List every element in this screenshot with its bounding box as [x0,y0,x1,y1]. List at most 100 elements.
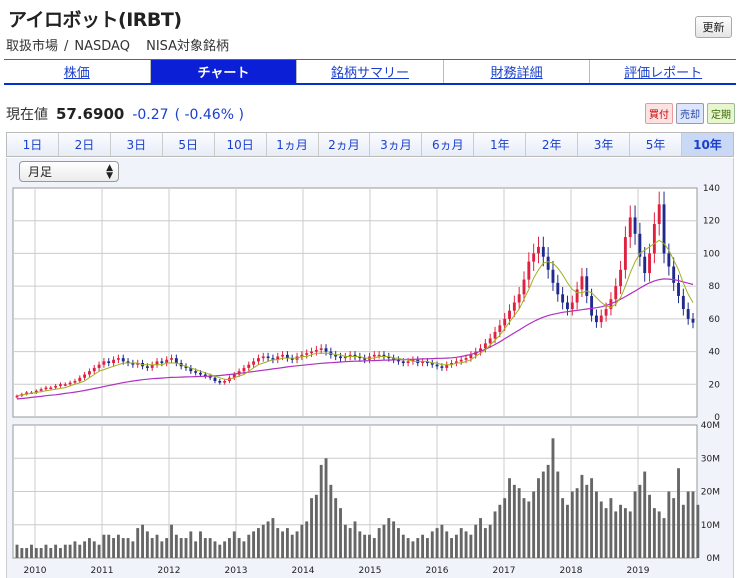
candle-body [184,366,188,368]
period-button-8[interactable]: 6ヵ月 [421,133,474,156]
volume-tick-label: 40M [701,421,720,431]
price-tick-label: 60 [709,315,721,325]
x-tick-label: 2018 [560,566,583,576]
period-button-3[interactable]: 5日 [161,133,214,156]
refresh-button[interactable]: 更新 [695,16,732,38]
volume-tick-label: 0M [707,554,721,564]
volume-bar [585,484,589,558]
candle-body [643,256,647,274]
market-label: 取扱市場 [6,39,59,54]
candle-body [112,359,116,364]
period-button-0[interactable]: 1日 [7,133,58,156]
volume-bar [228,538,231,558]
candle-body [54,385,58,388]
x-tick-label: 2014 [292,566,315,576]
candle-body [189,367,193,372]
moving-average-long [16,278,694,400]
buy-button[interactable]: 買付 [645,103,673,124]
volume-bar [102,534,106,558]
candle-body [440,366,444,368]
tab-3[interactable]: 財務詳細 [442,60,590,83]
candle-body [628,217,632,238]
candle-body [585,276,589,296]
candle-body [662,204,666,254]
volume-bar [469,534,473,558]
volume-bar [681,504,685,558]
candle-body [459,359,463,362]
recurring-button[interactable]: 定期 [707,103,735,124]
candle-body [397,359,400,362]
volume-bar [237,538,241,558]
candle-body [353,354,357,357]
volume-bar [285,528,289,558]
volume-bar [232,531,236,558]
volume-bar [454,534,458,558]
candle-body [170,358,173,360]
volume-bar [343,524,347,558]
candle-body [648,253,651,274]
volume-bar [652,508,656,558]
period-button-2[interactable]: 3日 [109,133,162,156]
volume-bar [445,531,449,558]
candle-body [677,282,680,296]
volume-bar [517,488,521,558]
volume-bar [112,538,116,558]
period-button-11[interactable]: 3年 [577,133,630,156]
interval-select[interactable]: 月足 ▲ ▼ [19,161,119,182]
candle-body [285,354,289,359]
select-arrows-icon: ▲ ▼ [106,163,113,181]
volume-bar [546,464,550,558]
candle-body [464,358,468,360]
candle-body [324,348,328,352]
sell-button[interactable]: 売却 [676,103,704,124]
volume-bar [474,524,478,558]
candle-body [223,381,227,383]
candle-body [339,356,342,359]
volume-bar [281,531,285,558]
volume-bar [512,484,516,558]
candle-body [435,364,439,367]
candle-body [131,363,135,365]
volume-bar [392,521,396,558]
candle-body [686,309,690,319]
period-button-5[interactable]: 1ヵ月 [265,133,318,156]
volume-bar [324,458,328,558]
volume-bar [199,531,202,558]
candle-body [218,381,222,383]
candle-body [314,349,318,352]
x-tick-label: 2016 [426,566,449,576]
volume-bar [498,504,502,558]
volume-bar [116,534,120,558]
volume-bar [459,528,463,558]
candle-body [382,354,386,357]
period-button-9[interactable]: 1年 [473,133,526,156]
volume-bar [508,478,511,558]
volume-bar [570,491,574,558]
period-button-7[interactable]: 3ヵ月 [369,133,422,156]
candle-body [522,279,526,295]
period-button-6[interactable]: 2ヵ月 [317,133,370,156]
period-button-13[interactable]: 10年 [680,133,733,156]
tab-2[interactable]: 銘柄サマリー [296,60,443,83]
period-button-1[interactable]: 2日 [57,133,110,156]
volume-bar [20,548,24,558]
candle-body [363,358,367,360]
candle-body [387,356,391,359]
tab-1[interactable]: チャート [149,60,297,83]
candle-body [334,354,338,357]
period-button-4[interactable]: 10日 [213,133,266,156]
candle-body [63,384,67,386]
volume-bar [63,544,67,558]
tab-0[interactable]: 株価 [4,60,150,83]
tab-4[interactable]: 評価レポート [589,60,736,83]
volume-bar [421,534,425,558]
period-button-12[interactable]: 5年 [629,133,681,156]
nisa-label: NISA対象銘柄 [146,39,230,54]
volume-bar [131,541,135,558]
volume-bar [643,471,647,558]
x-tick-label: 2015 [359,566,382,576]
volume-bar [401,534,405,558]
period-button-10[interactable]: 2年 [525,133,578,156]
candle-body [575,289,579,303]
